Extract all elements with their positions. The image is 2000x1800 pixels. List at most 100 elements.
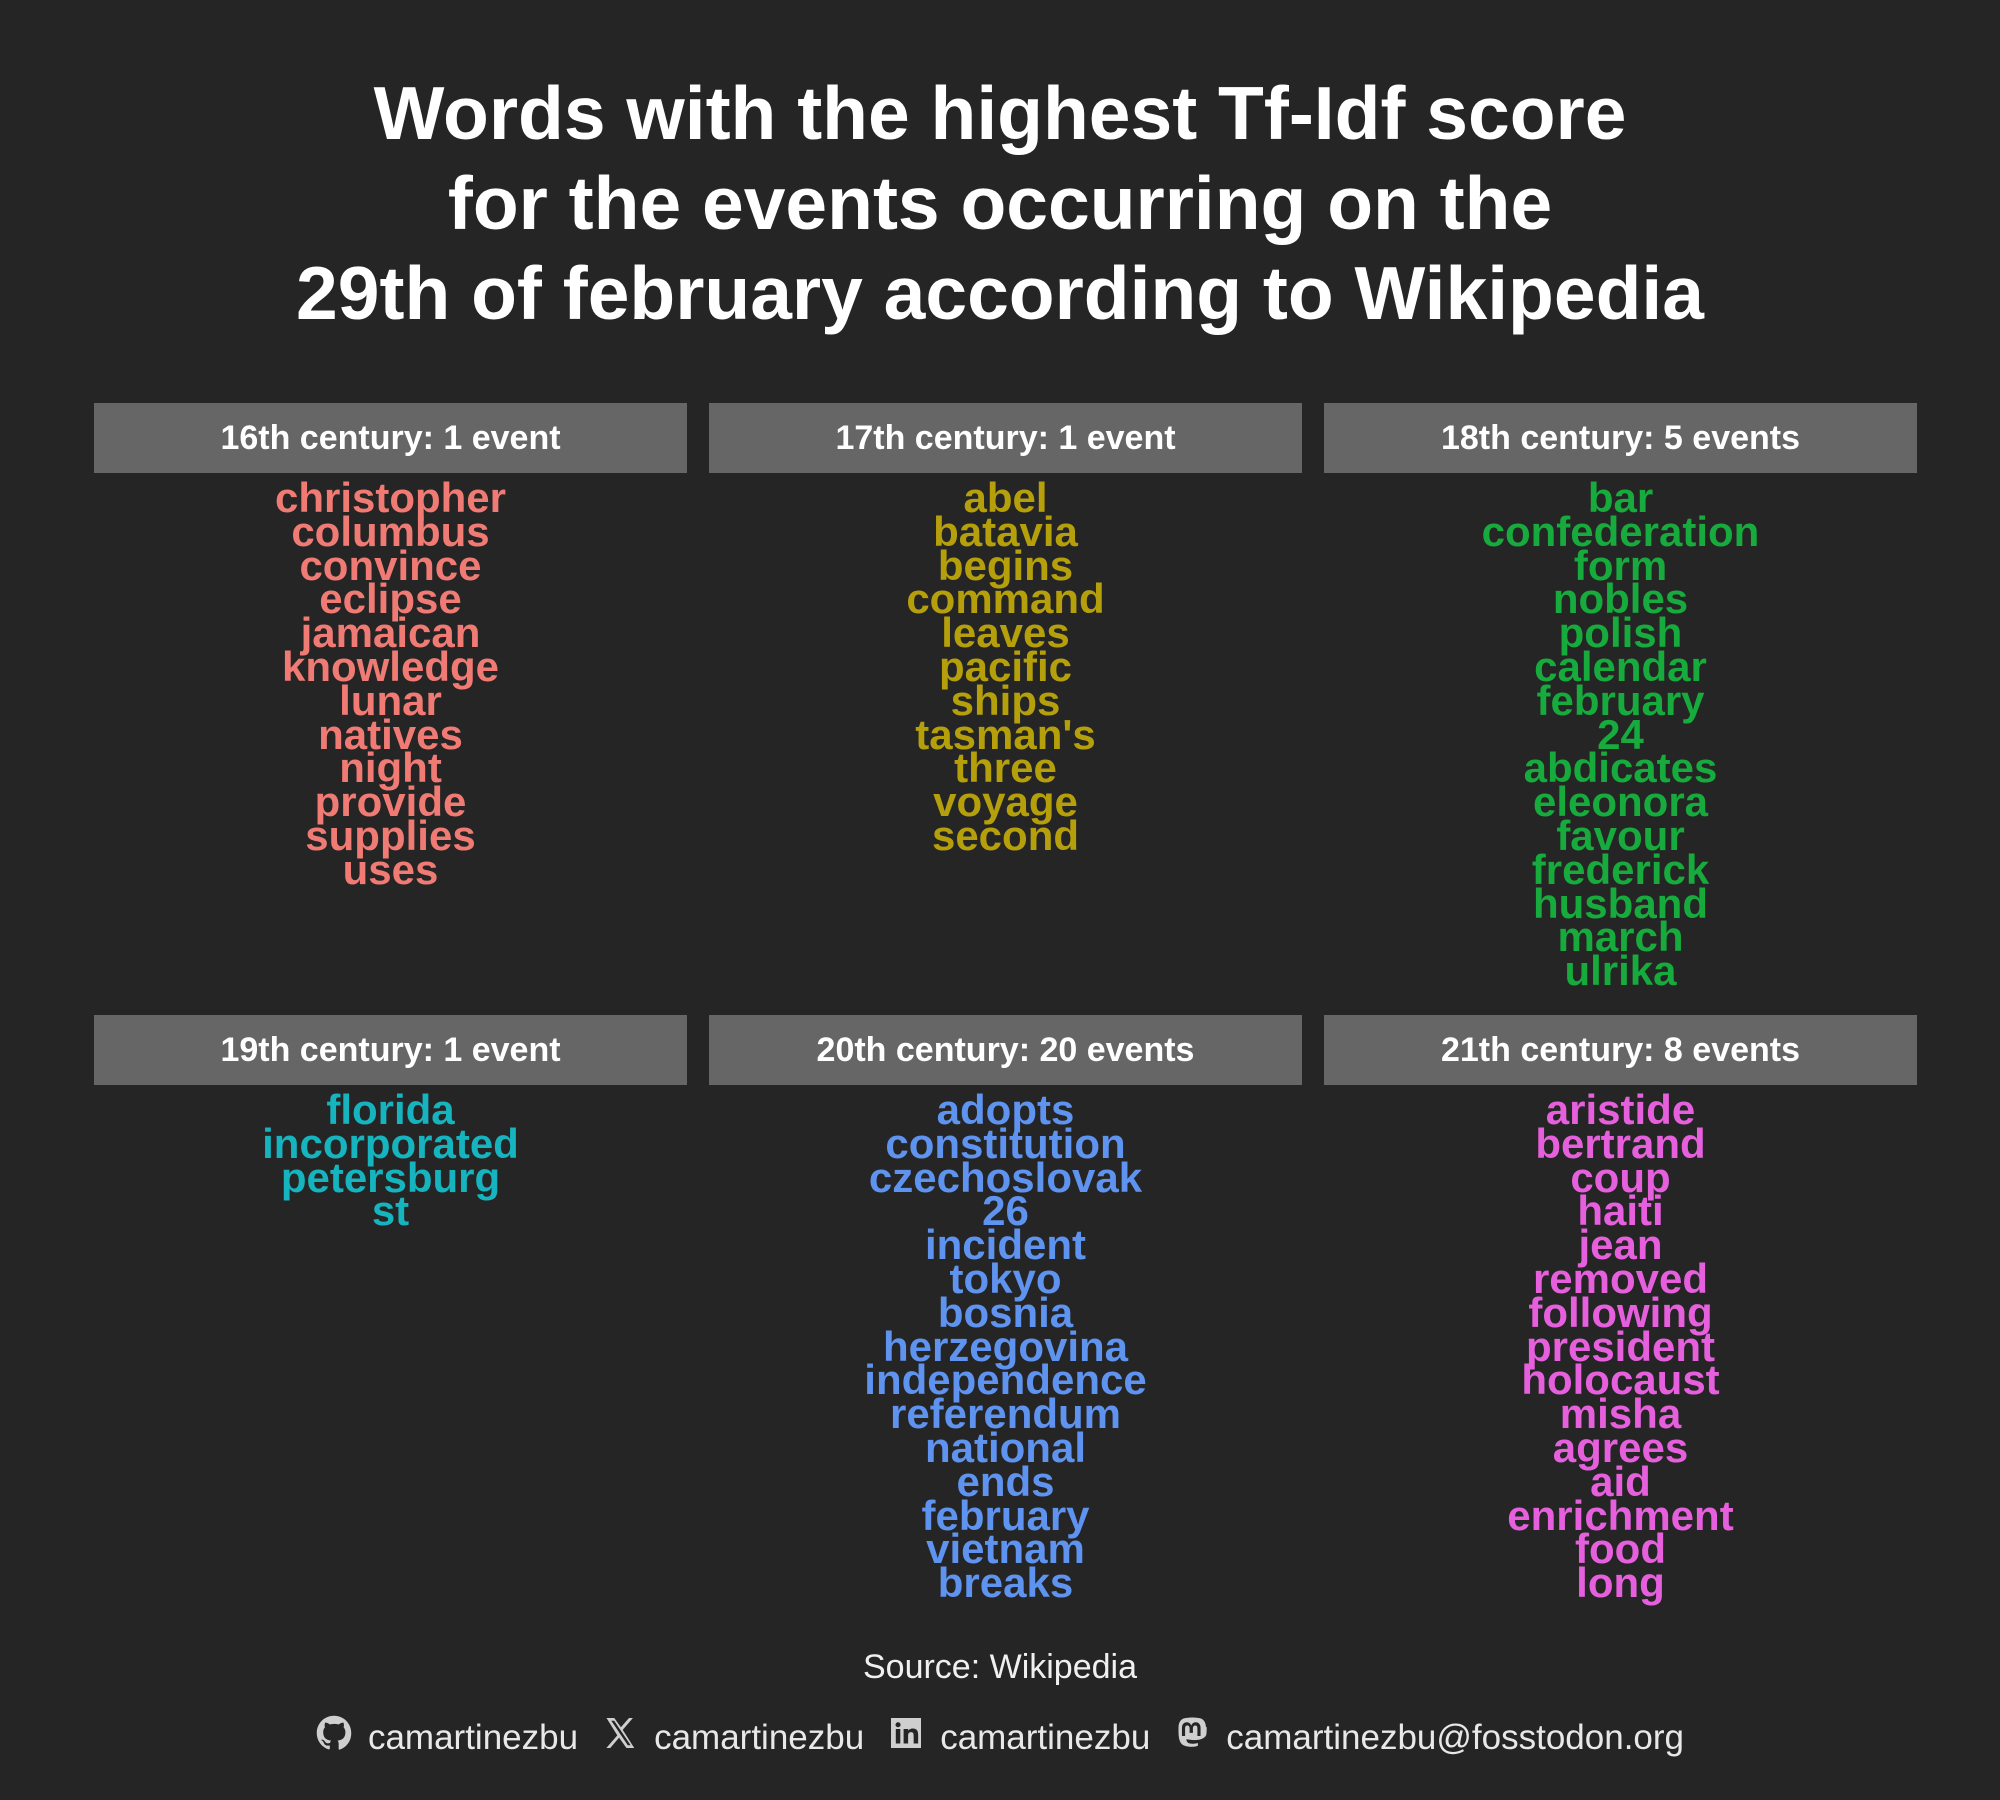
word-label: abel [963,474,1048,521]
x-icon [602,1715,654,1760]
word-label: provide [314,778,467,826]
word-label: leaves [941,609,1070,657]
word-label: jamaican [300,609,481,657]
word-label: voyage [933,778,1078,826]
title-line-3: 29th of february according to Wikipedia [296,251,1704,335]
word-label: breaks [937,1559,1074,1607]
word-label: incident [924,1221,1086,1269]
word-label: following [1528,1288,1713,1336]
word-label: favour [1556,811,1685,859]
word-label: uses [342,845,439,893]
word-label: bertrand [1535,1119,1706,1167]
word-list: adopts constitution czechoslovak 26 incident… [709,1085,1302,1607]
word-label: president [1525,1322,1716,1370]
word-label: columbus [291,507,490,555]
word-label: national [924,1423,1086,1471]
word-label: misha [1559,1390,1682,1438]
word-label: begins [937,541,1074,589]
word-label: jean [1578,1221,1663,1269]
word-label: march [1557,913,1684,961]
word-label: ulrika [1564,947,1677,995]
word-label: coup [1570,1153,1671,1201]
social-x[interactable]: camartinezbu [602,1715,864,1760]
social-label: camartinezbu [940,1717,1151,1757]
word-list: bar confederation form nobles polish calendar… [1324,473,1917,995]
word-label: bosnia [937,1288,1074,1336]
word-label: food [1575,1525,1666,1573]
word-label: ends [956,1457,1055,1505]
word-label: command [906,575,1105,623]
social-linkedin[interactable]: camartinezbu [888,1715,1150,1760]
word-label: february [921,1491,1090,1539]
word-label: supplies [305,811,476,859]
century-panel: 19th century: 1 event florida incorporated… [94,1015,687,1235]
word-label: constitution [885,1119,1126,1167]
word-label: aid [1590,1457,1651,1505]
social-footer: camartinezbu camartinezbu camartinezbu c… [0,1715,2000,1760]
word-label: tasman's [915,710,1096,758]
word-label: knowledge [281,642,500,690]
linkedin-icon [888,1715,940,1760]
social-mastodon[interactable]: camartinezbu@fosstodon.org [1174,1715,1684,1760]
century-panel: 17th century: 1 event abel batavia begins co… [709,403,1302,856]
panel-header: 16th century: 1 event [94,403,687,473]
word-label: adopts [936,1086,1075,1133]
word-label: polish [1558,609,1683,657]
word-label: st [371,1187,410,1235]
word-label: haiti [1577,1187,1664,1235]
century-panel: 18th century: 5 events bar confederation fo… [1324,403,1917,995]
title-line-2: for the events occurring on the [447,161,1553,245]
word-label: nobles [1552,575,1689,623]
word-label: bar [1587,474,1654,521]
word-label: three [954,744,1057,792]
word-label: aristide [1545,1086,1696,1133]
panel-header: 20th century: 20 events [709,1015,1302,1085]
word-list: christopher columbus convince eclipse jamaic… [94,473,687,893]
mastodon-icon [1174,1715,1226,1760]
social-github[interactable]: camartinezbu [316,1715,578,1760]
word-label: long [1576,1559,1665,1607]
word-label: agrees [1552,1423,1689,1471]
word-label: 24 [1597,710,1644,758]
word-label: pacific [938,642,1073,690]
panel-header: 17th century: 1 event [709,403,1302,473]
century-panel: 20th century: 20 events adopts constitutio… [709,1015,1302,1607]
panel-header: 18th century: 5 events [1324,403,1917,473]
word-label: independence [864,1356,1147,1404]
word-label: removed [1532,1254,1709,1302]
word-label: czechoslovak [868,1153,1143,1201]
word-label: february [1536,676,1705,724]
word-label: night [339,744,442,792]
word-label: form [1573,541,1668,589]
github-icon [316,1715,368,1760]
word-label: florida [326,1086,455,1133]
word-label: convince [299,541,482,589]
chart-title: Words with the highest Tf-Idf score for … [0,68,2000,338]
title-line-1: Words with the highest Tf-Idf score [373,71,1627,155]
word-label: holocaust [1521,1356,1720,1404]
source-caption: Source: Wikipedia [862,1648,1137,1686]
word-label: batavia [933,507,1078,555]
word-label: enrichment [1507,1491,1734,1539]
panel-header: 19th century: 1 event [94,1015,687,1085]
word-list: florida incorporated petersburg st [94,1085,687,1235]
word-label: 26 [982,1187,1029,1235]
social-label: camartinezbu@fosstodon.org [1226,1717,1685,1757]
word-label: ships [950,676,1061,724]
word-label: herzegovina [882,1322,1129,1370]
word-label: frederick [1531,845,1710,893]
social-label: camartinezbu [367,1717,579,1757]
word-label: petersburg [280,1153,501,1201]
century-panel: 21th century: 8 events aristide bertrand co… [1324,1015,1917,1607]
century-panel: 16th century: 1 event christopher columbus… [94,403,687,893]
word-label: calendar [1534,642,1707,690]
word-label: incorporated [262,1119,519,1167]
word-label: lunar [339,676,442,724]
word-label: tokyo [949,1254,1062,1302]
social-label: camartinezbu [654,1717,865,1757]
word-list: aristide bertrand coup haiti jean removed foll… [1324,1085,1917,1607]
word-label: confederation [1481,507,1760,555]
word-label: christopher [274,474,507,521]
word-label: husband [1533,879,1708,927]
word-label: vietnam [926,1525,1085,1573]
